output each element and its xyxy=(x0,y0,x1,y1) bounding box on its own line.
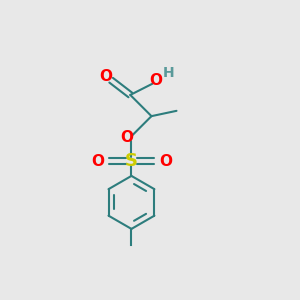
Text: O: O xyxy=(150,73,163,88)
Text: O: O xyxy=(159,154,172,169)
Text: S: S xyxy=(125,152,138,170)
Text: H: H xyxy=(162,66,174,80)
Text: O: O xyxy=(91,154,104,169)
Text: O: O xyxy=(120,130,133,146)
Text: O: O xyxy=(99,69,112,84)
